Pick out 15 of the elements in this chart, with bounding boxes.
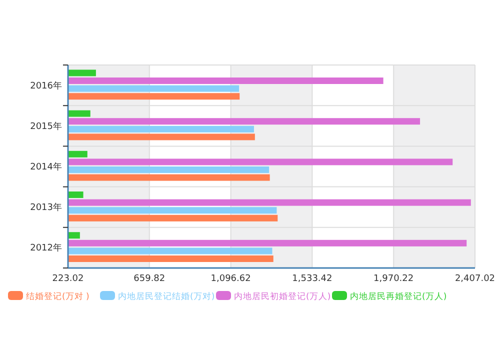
x-tick-label: 2,407.02: [454, 274, 496, 284]
legend-label: 内地居民登记结婚(万对): [118, 291, 215, 302]
x-tick-label: 1,970.22: [374, 274, 414, 284]
legend-label: 结婚登记(万对 ): [26, 291, 90, 302]
x-tick-label: 659.82: [134, 274, 166, 284]
legend-label: 内地居民初婚登记(万人): [234, 291, 331, 302]
x-tick-label: 1,096.62: [210, 274, 251, 284]
y-tick-label: 2016年: [30, 80, 62, 92]
x-tick-label: 223.02: [52, 274, 84, 284]
legend-label: 内地居民再婚登记(万人): [350, 291, 447, 302]
y-tick-label: 2013年: [30, 202, 62, 214]
y-tick-label: 2015年: [30, 120, 62, 132]
y-tick-label: 2014年: [30, 162, 62, 172]
y-tick-label: 2012年: [30, 242, 62, 254]
x-tick-label: 1,533.42: [292, 274, 332, 284]
